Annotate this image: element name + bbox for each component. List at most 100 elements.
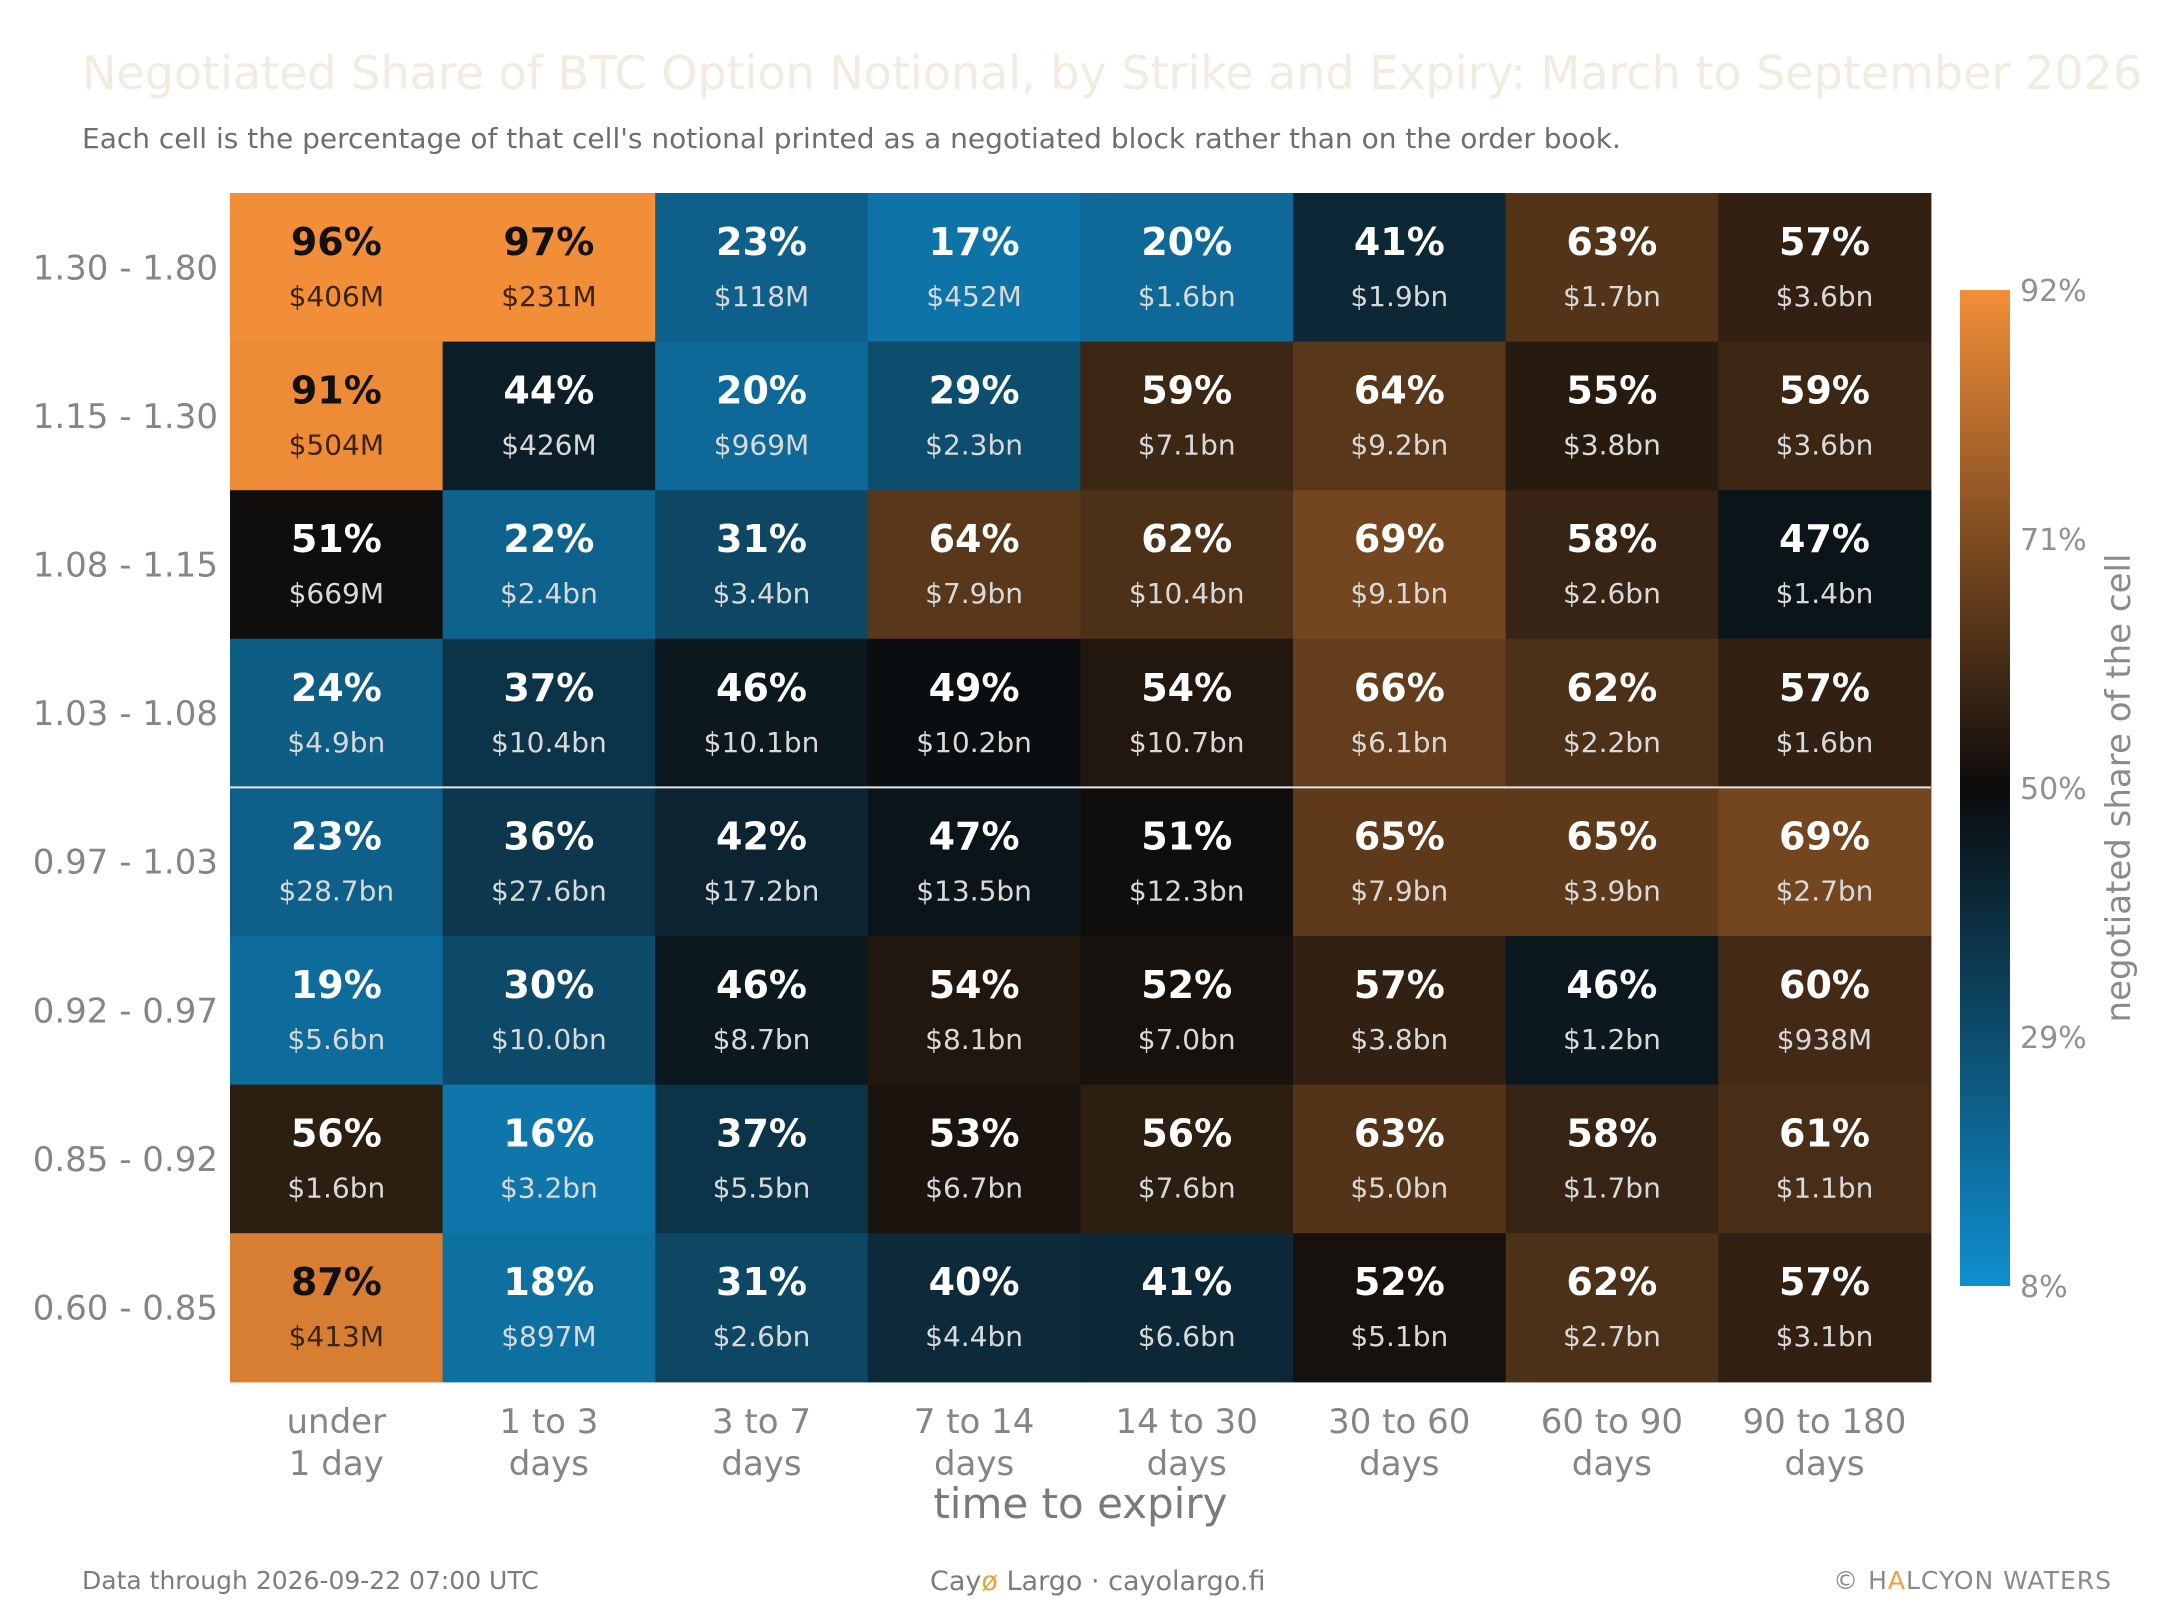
x-tick-label: 30 to 60 days (1328, 1402, 1470, 1484)
cell-notional-label: $8.1bn (925, 1023, 1023, 1056)
heatmap-cell (655, 936, 869, 1086)
colorbar-tick-label: 92% (2020, 274, 2087, 309)
heatmap-cell (1718, 1233, 1932, 1383)
y-tick-label: 1.15 - 1.30 (33, 397, 218, 437)
x-axis-tick-labels: under 1 day 1 to 3 days 3 to 7 days 7 to 14 day… (287, 1402, 1907, 1484)
cell-notional-label: $6.6bn (1138, 1320, 1236, 1353)
cell-notional-label: $452M (926, 280, 1021, 313)
x-tick-label: 3 to 7 days (712, 1402, 811, 1484)
cell-notional-label: $1.1bn (1776, 1172, 1874, 1205)
brand-part-1: Cay (930, 1566, 982, 1597)
x-tick-label: 14 to 30 days (1116, 1402, 1258, 1484)
heatmap-cell (1293, 341, 1507, 491)
heatmap-cell (1505, 490, 1719, 640)
cell-notional-label: $231M (501, 280, 596, 313)
brand-part-2: Largo · cayolargo.fi (997, 1566, 1266, 1597)
x-axis-title: time to expiry (933, 1479, 1227, 1528)
cell-notional-label: $10.4bn (491, 726, 607, 759)
cell-percent-label: 51% (1141, 814, 1232, 858)
heatmap-cell (1505, 638, 1719, 788)
cell-percent-label: 20% (716, 369, 807, 413)
cell-notional-label: $12.3bn (1129, 874, 1245, 907)
cell-percent-label: 58% (1566, 517, 1657, 561)
cell-percent-label: 57% (1779, 220, 1870, 264)
cell-notional-label: $406M (289, 280, 384, 313)
heatmap-cell (442, 638, 656, 788)
y-axis-tick-labels: 1.30 - 1.80 1.15 - 1.30 1.08 - 1.15 1.03 - … (33, 248, 218, 1328)
cell-percent-label: 87% (291, 1260, 382, 1304)
heatmap-cell (1080, 936, 1294, 1086)
heatmap-cell (867, 787, 1081, 937)
heatmap-cell (1718, 787, 1932, 937)
cell-percent-label: 23% (291, 814, 382, 858)
cell-percent-label: 96% (291, 220, 382, 264)
cell-notional-label: $1.6bn (1138, 280, 1236, 313)
cell-notional-label: $426M (501, 429, 596, 462)
heatmap-cell (230, 1084, 444, 1234)
logo-part-1: © H (1833, 1566, 1888, 1595)
cell-percent-label: 58% (1566, 1112, 1657, 1156)
cell-percent-label: 65% (1566, 814, 1657, 858)
chart-title: Negotiated Share of BTC Option Notional,… (82, 46, 2143, 100)
cell-percent-label: 47% (929, 814, 1020, 858)
heatmap-cells (230, 193, 1932, 1383)
cell-percent-label: 66% (1354, 666, 1445, 710)
cell-percent-label: 29% (929, 369, 1020, 413)
cell-notional-label: $7.1bn (1138, 429, 1236, 462)
cell-notional-label: $9.2bn (1350, 429, 1448, 462)
cell-percent-label: 69% (1779, 814, 1870, 858)
cell-percent-label: 54% (1141, 666, 1232, 710)
heatmap-cell (1718, 936, 1932, 1086)
cell-notional-label: $10.1bn (704, 726, 820, 759)
cell-notional-label: $10.7bn (1129, 726, 1245, 759)
cell-percent-label: 49% (929, 666, 1020, 710)
cell-percent-label: 36% (503, 814, 594, 858)
cell-notional-label: $8.7bn (713, 1023, 811, 1056)
cell-notional-label: $1.6bn (1776, 726, 1874, 759)
heatmap-cell (1080, 341, 1294, 491)
cell-notional-label: $17.2bn (704, 874, 820, 907)
cell-notional-label: $2.2bn (1563, 726, 1661, 759)
heatmap-cell (230, 787, 444, 937)
colorbar-tick-label: 50% (2020, 772, 2087, 807)
cell-percent-label: 41% (1141, 1260, 1232, 1304)
heatmap-cell (1505, 341, 1719, 491)
y-tick-label: 0.92 - 0.97 (33, 991, 218, 1031)
cell-percent-label: 46% (716, 963, 807, 1007)
cell-percent-label: 62% (1141, 517, 1232, 561)
cell-percent-label: 64% (929, 517, 1020, 561)
cell-percent-label: 46% (1566, 963, 1657, 1007)
cell-percent-label: 57% (1354, 963, 1445, 1007)
heatmap-cell (1718, 341, 1932, 491)
cell-percent-label: 62% (1566, 1260, 1657, 1304)
cell-notional-label: $2.6bn (713, 1320, 811, 1353)
cell-percent-label: 18% (503, 1260, 594, 1304)
heatmap-cell (1293, 787, 1507, 937)
logo-part-2: LCYON WATERS (1906, 1566, 2112, 1595)
cell-notional-label: $10.0bn (491, 1023, 607, 1056)
cell-notional-label: $3.1bn (1776, 1320, 1874, 1353)
heatmap-cell (1718, 193, 1932, 343)
cell-notional-label: $669M (289, 577, 384, 610)
cell-notional-label: $5.0bn (1350, 1172, 1448, 1205)
heatmap-cell (1293, 490, 1507, 640)
cell-percent-label: 22% (503, 517, 594, 561)
heatmap-cell (442, 787, 656, 937)
y-tick-label: 0.97 - 1.03 (33, 843, 218, 883)
heatmap-cell (1505, 936, 1719, 1086)
heatmap-cell (442, 341, 656, 491)
heatmap-cell (1718, 1084, 1932, 1234)
colorbar-title: negotiated share of the cell (2099, 554, 2139, 1023)
cell-percent-label: 37% (503, 666, 594, 710)
cell-notional-label: $5.1bn (1350, 1320, 1448, 1353)
cell-percent-label: 16% (503, 1112, 594, 1156)
cell-percent-label: 41% (1354, 220, 1445, 264)
colorbar (1960, 290, 2010, 1286)
heatmap-cell (867, 936, 1081, 1086)
cell-percent-label: 69% (1354, 517, 1445, 561)
y-tick-label: 0.60 - 0.85 (33, 1289, 218, 1329)
colorbar-tick-labels: 92% 71% 50% 29% 8% (2020, 274, 2087, 1305)
heatmap-cell (230, 193, 444, 343)
cell-percent-label: 97% (503, 220, 594, 264)
